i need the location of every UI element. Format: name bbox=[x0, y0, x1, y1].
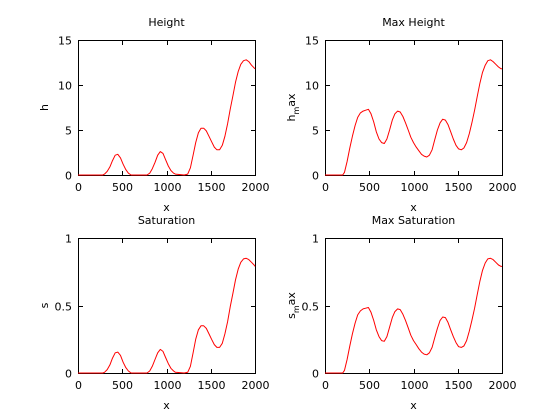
y-tick-label: 0 bbox=[312, 368, 319, 381]
y-axis-label-rest: ax bbox=[285, 93, 298, 107]
y-tick-label: 15 bbox=[58, 35, 72, 48]
y-tick-label: 0 bbox=[65, 170, 72, 183]
plot-frame bbox=[78, 238, 256, 374]
y-axis-label-main: h bbox=[38, 104, 51, 111]
subplot-max-saturation: Max Saturation x smax 0 500 1000 1500 2000 0 0… bbox=[285, 214, 517, 412]
x-tick-label: 1000 bbox=[154, 379, 182, 392]
y-axis-label-sub: m bbox=[292, 107, 301, 115]
plot-frame bbox=[325, 238, 503, 374]
y-axis-label-sub: m bbox=[292, 305, 301, 313]
plot-title: Saturation bbox=[138, 214, 195, 227]
x-tick-label: 1500 bbox=[445, 181, 473, 194]
x-tick-label: 500 bbox=[359, 181, 380, 194]
series-line bbox=[78, 59, 256, 176]
y-axis-label: h bbox=[38, 104, 51, 111]
subplot-saturation: Saturation x s 0 500 1000 1500 2000 0 0.5 1 bbox=[38, 214, 270, 412]
y-tick-label: 0.5 bbox=[302, 301, 320, 314]
x-tick-label: 1500 bbox=[198, 181, 226, 194]
x-tick-label: 0 bbox=[322, 379, 329, 392]
x-tick-label: 2000 bbox=[489, 379, 517, 392]
y-tick-label: 1 bbox=[312, 233, 319, 246]
x-tick-label: 1500 bbox=[445, 379, 473, 392]
y-axis-label: s bbox=[38, 302, 51, 308]
y-tick-label: 10 bbox=[58, 80, 72, 93]
y-axis-label-main: s bbox=[38, 302, 51, 308]
x-tick-label: 1000 bbox=[401, 181, 429, 194]
x-tick-label: 2000 bbox=[242, 181, 270, 194]
x-tick-label: 0 bbox=[322, 181, 329, 194]
y-axis-label: hmax bbox=[285, 93, 301, 122]
plot-title: Max Saturation bbox=[372, 214, 456, 227]
x-tick-label: 1000 bbox=[154, 181, 182, 194]
x-tick-label: 0 bbox=[75, 181, 82, 194]
plot-frame bbox=[325, 40, 503, 176]
x-tick-label: 1500 bbox=[198, 379, 226, 392]
x-axis-label: x bbox=[410, 201, 417, 214]
plot-title: Max Height bbox=[382, 16, 445, 29]
subplot-max-height: Max Height x hmax 0 500 1000 1500 2000 0 5 10 15 bbox=[285, 16, 517, 214]
plot-title: Height bbox=[148, 16, 185, 29]
x-axis-label: x bbox=[163, 201, 170, 214]
y-axis-label-main: h bbox=[285, 115, 298, 122]
y-tick-label: 5 bbox=[312, 125, 319, 138]
x-tick-label: 500 bbox=[359, 379, 380, 392]
subplot-height: Height x h 0 500 1000 1500 2000 0 5 10 15 bbox=[38, 16, 270, 214]
plot-frame bbox=[78, 40, 256, 176]
x-tick-label: 1000 bbox=[401, 379, 429, 392]
x-axis-label: x bbox=[410, 399, 417, 412]
y-axis-label: smax bbox=[285, 292, 301, 319]
x-tick-label: 500 bbox=[112, 181, 133, 194]
y-tick-label: 15 bbox=[305, 35, 319, 48]
y-tick-label: 0.5 bbox=[55, 301, 73, 314]
y-axis-label-main: s bbox=[285, 313, 298, 319]
series-line bbox=[325, 257, 502, 374]
x-tick-label: 500 bbox=[112, 379, 133, 392]
series-line bbox=[78, 257, 256, 374]
x-tick-label: 0 bbox=[75, 379, 82, 392]
y-tick-label: 5 bbox=[65, 125, 72, 138]
y-tick-label: 0 bbox=[65, 368, 72, 381]
x-tick-label: 2000 bbox=[489, 181, 517, 194]
y-axis-label-rest: ax bbox=[285, 292, 298, 306]
y-tick-label: 10 bbox=[305, 80, 319, 93]
y-tick-label: 0 bbox=[312, 170, 319, 183]
x-axis-label: x bbox=[163, 399, 170, 412]
series-line bbox=[325, 59, 502, 176]
x-tick-label: 2000 bbox=[242, 379, 270, 392]
y-tick-label: 1 bbox=[65, 233, 72, 246]
